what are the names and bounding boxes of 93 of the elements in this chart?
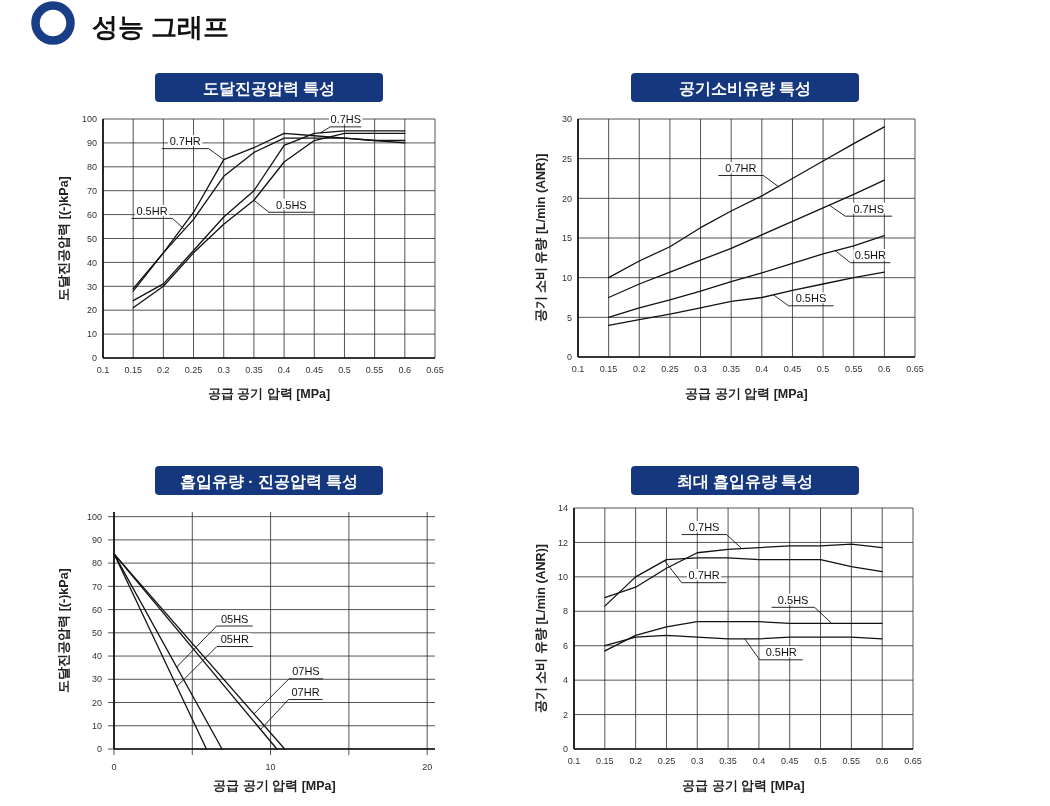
y-tick-label: 70 xyxy=(86,185,97,196)
x-tick-label: 0.55 xyxy=(365,365,384,375)
y-tick-label: 10 xyxy=(561,272,572,283)
y-tick-label: 90 xyxy=(86,138,97,149)
x-tick-label: 0.5 xyxy=(816,364,830,374)
x-tick-label: 0.55 xyxy=(842,756,861,766)
y-tick-label: 60 xyxy=(91,604,102,615)
y-tick-label: 14 xyxy=(557,503,568,514)
x-tick-label: 0.15 xyxy=(124,365,142,375)
x-axis-title: 공급 공기 압력 [MPa] xyxy=(213,779,336,793)
y-tick-label: 20 xyxy=(86,305,97,316)
chart-title: 도달진공압력 특성 xyxy=(202,79,336,97)
y-axis-title: 도달진공압력 [(-)kPa] xyxy=(57,568,71,693)
y-tick-label: 6 xyxy=(562,640,568,651)
title: 도달진공압력 특성 xyxy=(155,73,383,102)
chart-title: 최대 흡입유량 특성 xyxy=(676,472,814,490)
x-axis-title: 공급 공기 압력 [MPa] xyxy=(682,779,805,793)
x-tick-label: 20 xyxy=(422,762,433,772)
title: 공기소비유량 특성 xyxy=(631,73,859,102)
y-tick-label: 0 xyxy=(96,744,102,755)
y-tick-label: 40 xyxy=(86,257,97,268)
text: 성능 그래프 xyxy=(92,12,230,42)
y-tick-label: 20 xyxy=(91,697,102,708)
x-tick-label: 0.2 xyxy=(629,756,642,766)
x-tick-label: 0.5 xyxy=(338,365,351,375)
x-tick-label: 0.3 xyxy=(691,756,704,766)
y-tick-label: 8 xyxy=(562,606,568,617)
x-tick-label: 0.2 xyxy=(633,364,646,374)
x-tick-label: 0.6 xyxy=(398,365,412,375)
x-tick-label: 0.6 xyxy=(875,756,889,766)
x-axis-title: 공급 공기 압력 [MPa] xyxy=(685,387,808,401)
x-tick-label: 0.5 xyxy=(814,756,827,766)
x-tick-label: 0 xyxy=(111,762,117,772)
y-tick-label: 20 xyxy=(561,193,572,204)
x-tick-label: 0.3 xyxy=(217,365,230,375)
y-tick-label: 80 xyxy=(91,558,102,569)
x-tick-label: 0.3 xyxy=(694,364,707,374)
y-tick-label: 0 xyxy=(91,353,97,364)
x-tick-label: 0.45 xyxy=(305,365,324,375)
x-axis-title: 공급 공기 압력 [MPa] xyxy=(207,387,331,401)
x-tick-label: 0.1 xyxy=(567,756,581,766)
x-tick-label: 0.4 xyxy=(752,756,766,766)
y-tick-label: 100 xyxy=(81,114,97,125)
title: 흡입유량 · 진공압력 특성 xyxy=(155,466,383,495)
x-tick-label: 0.25 xyxy=(661,364,679,374)
chart-title: 공기소비유량 특성 xyxy=(678,79,812,97)
x-tick-label: 0.25 xyxy=(657,756,676,766)
y-axis-title: 도달진공압력 [(-)kPa] xyxy=(57,176,71,301)
y-tick-label: 80 xyxy=(86,162,97,172)
x-tick-label: 0.1 xyxy=(96,365,110,375)
x-tick-label: 0.45 xyxy=(783,364,802,374)
x-tick-label: 0.25 xyxy=(184,365,203,375)
x-tick-label: 0.35 xyxy=(245,365,263,375)
x-tick-label: 0.35 xyxy=(722,364,740,374)
y-tick-label: 10 xyxy=(86,329,97,340)
x-tick-label: 0.6 xyxy=(878,364,891,374)
x-tick-label: 0.15 xyxy=(596,756,614,766)
y-tick-label: 90 xyxy=(91,535,102,546)
y-tick-label: 12 xyxy=(557,537,568,548)
y-axis-title: 공기 소비 유량 [L/min (ANR)] xyxy=(534,153,548,323)
y-tick-label: 5 xyxy=(566,312,572,323)
x-tick-label: 0.45 xyxy=(780,756,799,766)
y-tick-label: 30 xyxy=(91,674,102,685)
y-tick-label: 4 xyxy=(562,675,568,686)
x-tick-label: 0.15 xyxy=(599,364,618,374)
y-tick-label: 40 xyxy=(91,651,102,662)
y-tick-label: 50 xyxy=(86,233,97,244)
y-tick-label: 100 xyxy=(86,511,102,522)
x-tick-label: 10 xyxy=(265,762,276,772)
y-tick-label: 30 xyxy=(86,281,97,292)
y-tick-label: 0 xyxy=(566,352,572,363)
y-axis-title: 공기 소비 유량 [L/min (ANR)] xyxy=(534,544,548,713)
y-tick-label: 2 xyxy=(562,709,568,720)
y-tick-label: 15 xyxy=(561,233,572,244)
y-tick-label: 50 xyxy=(91,628,102,639)
y-tick-label: 10 xyxy=(557,572,568,583)
x-tick-label: 0.35 xyxy=(719,756,737,766)
y-tick-label: 10 xyxy=(91,720,102,731)
y-tick-label: 60 xyxy=(86,209,97,220)
x-tick-label: 0.1 xyxy=(571,364,585,374)
title: 최대 흡입유량 특성 xyxy=(631,466,859,495)
x-tick-label: 0.65 xyxy=(904,756,922,766)
x-tick-label: 0.65 xyxy=(906,364,924,374)
y-tick-label: 25 xyxy=(561,153,572,164)
chart-title: 흡입유량 · 진공압력 특성 xyxy=(179,472,359,490)
y-tick-label: 70 xyxy=(91,581,102,592)
y-tick-label: 30 xyxy=(561,114,572,125)
y-tick-label: 0 xyxy=(562,744,568,755)
x-tick-label: 0.4 xyxy=(755,364,769,374)
x-tick-label: 0.65 xyxy=(426,365,444,375)
x-tick-label: 0.2 xyxy=(157,365,170,375)
x-tick-label: 0.55 xyxy=(844,364,863,374)
x-tick-label: 0.4 xyxy=(277,365,291,375)
